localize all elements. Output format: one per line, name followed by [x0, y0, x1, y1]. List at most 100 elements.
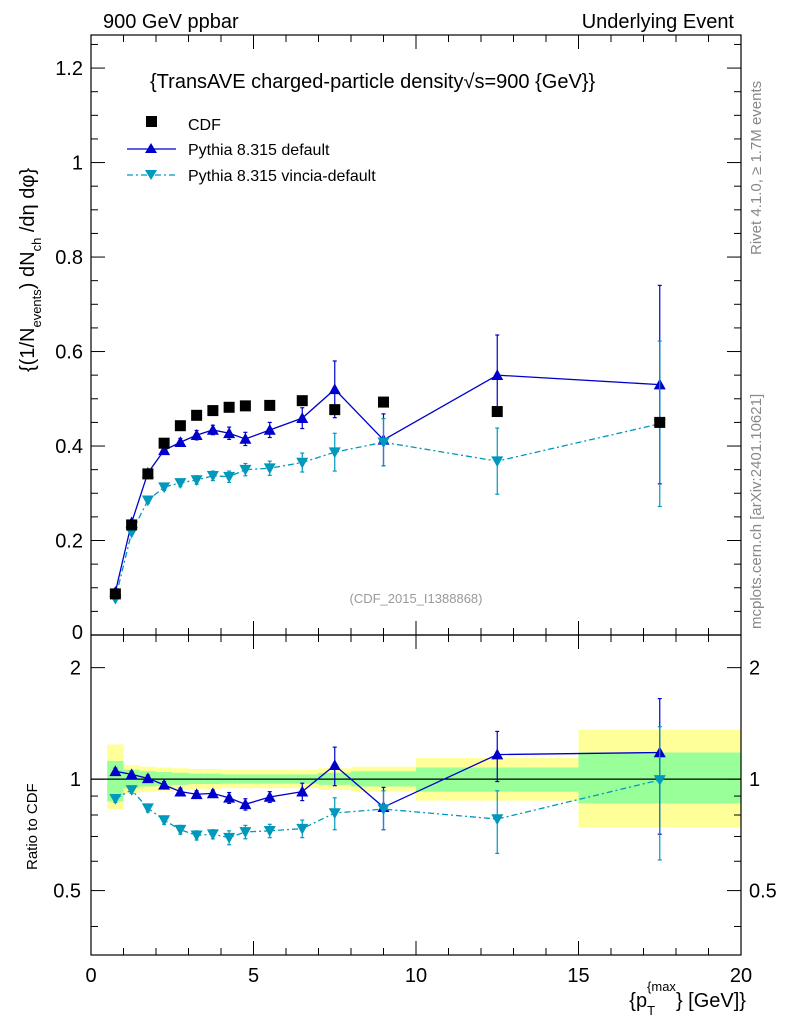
- vincia-point: [158, 482, 171, 494]
- vincia-point: [174, 478, 187, 489]
- y-label-mid: ) dN: [17, 251, 39, 289]
- cdf-point: [491, 406, 503, 418]
- cdf-point: [142, 468, 154, 480]
- y-label-sub2: ch: [29, 238, 44, 252]
- x-label-pre: {p: [629, 990, 647, 1012]
- cdf-point: [191, 409, 203, 421]
- default-point: [206, 423, 219, 435]
- vincia-point: [263, 463, 276, 475]
- vincia-point: [491, 456, 504, 468]
- legend: CDF Pythia 8.315 default Pythia 8.315 vi…: [127, 116, 376, 185]
- ratio-y-tick-label-right: 0.5: [749, 881, 777, 903]
- series-vincia-line: [114, 423, 660, 599]
- vincia-point: [239, 464, 252, 476]
- ratio-default-point: [109, 765, 122, 777]
- ratio-vincia-point: [223, 832, 236, 844]
- cdf-point: [329, 404, 341, 416]
- ratio-default-point: [491, 748, 504, 760]
- legend-marker-default: [145, 143, 157, 153]
- ratio-vincia-point: [653, 775, 666, 786]
- x-tick-label: 0: [85, 965, 96, 987]
- ratio-default-point: [174, 785, 187, 797]
- ratio-vincia-point: [263, 826, 276, 837]
- legend-label-cdf: CDF: [188, 117, 221, 134]
- ratio-vincia-point: [109, 793, 122, 805]
- cdf-point: [207, 405, 219, 417]
- ratio-vincia-point: [377, 804, 390, 816]
- default-point: [239, 432, 252, 444]
- legend-marker-vincia: [145, 170, 157, 180]
- main-plot-content: [109, 284, 666, 605]
- vincia-point: [328, 447, 341, 459]
- vincia-point: [296, 457, 309, 469]
- rivet-label: Rivet 4.1.0, ≥ 1.7M events: [748, 81, 765, 255]
- vincia-point: [223, 471, 236, 483]
- x-label-post: } [GeV]}: [676, 990, 746, 1012]
- ratio-default-point: [263, 790, 276, 802]
- legend-label-default: Pythia 8.315 default: [188, 142, 330, 159]
- ratio-vincia-point: [125, 785, 138, 796]
- cdf-point: [239, 400, 251, 412]
- ratio-vincia-point: [174, 824, 187, 836]
- ratio-y-tick-label-right: 1: [749, 769, 760, 791]
- ratio-default-point: [328, 759, 341, 771]
- y-tick-label: 1: [72, 153, 83, 175]
- cdf-point: [296, 395, 308, 407]
- ratio-vincia-point: [296, 823, 309, 835]
- ratio-vincia-point: [190, 830, 203, 842]
- ratio-y-tick-label: 2: [70, 658, 81, 680]
- ratio-y-tick-label: 1: [70, 769, 81, 791]
- y-tick-label: 0.2: [55, 531, 83, 553]
- ratio-default-point: [141, 772, 154, 784]
- ratio-vincia-point: [239, 827, 252, 838]
- ratio-vincia-point: [491, 814, 504, 826]
- y-tick-label: 0.6: [55, 342, 83, 364]
- cdf-point: [223, 401, 235, 413]
- cdf-point: [158, 437, 170, 449]
- ratio-default-point: [206, 787, 219, 799]
- x-label-sup: {max: [647, 979, 676, 994]
- vincia-point: [206, 470, 219, 482]
- analysis-watermark: (CDF_2015_I1388868): [350, 591, 483, 606]
- default-point: [174, 436, 187, 448]
- default-point: [190, 429, 203, 440]
- ratio-vincia-point: [158, 815, 171, 827]
- mcplots-label: mcplots.cern.ch [arXiv:2401.10621]: [748, 394, 765, 629]
- ratio-vincia-point: [206, 829, 219, 841]
- x-tick-label: 15: [567, 965, 589, 987]
- cdf-point: [378, 396, 389, 408]
- x-tick-label: 20: [730, 965, 752, 987]
- cdf-point: [264, 399, 276, 411]
- x-label-sub: T: [647, 1003, 655, 1018]
- ratio-plot-content: [91, 697, 741, 861]
- ratio-default-point: [223, 791, 236, 803]
- x-tick-label: 5: [248, 965, 259, 987]
- default-point: [328, 383, 341, 395]
- header-left: 900 GeV ppbar: [103, 11, 239, 33]
- ratio-y-tick-label: 0.5: [53, 881, 81, 903]
- y-tick-label: 0.8: [55, 247, 83, 269]
- ratio-default-point: [125, 768, 138, 780]
- vincia-point: [377, 437, 390, 449]
- legend-label-vincia: Pythia 8.315 vincia-default: [188, 168, 376, 185]
- ratio-default-point: [158, 778, 171, 790]
- x-axis-label: {pT {max} [GeV]}: [629, 979, 746, 1018]
- ratio-y-axis-label: Ratio to CDF: [24, 783, 41, 870]
- y-tick-label: 0.4: [55, 436, 83, 458]
- ratio-y-tick-label-right: 2: [749, 658, 760, 680]
- default-point: [491, 369, 504, 380]
- cdf-point: [109, 588, 121, 600]
- axes: 0 5 10 15 20 0.2 0.4 0.6 0.8 1 1.2 0 0.5 0.5 1 1 2 2: [53, 34, 777, 987]
- y-label-end: /dη dφ}: [17, 168, 39, 238]
- default-point: [296, 412, 309, 423]
- ratio-default-point: [190, 788, 203, 800]
- y-label-main: {(1/N: [17, 328, 39, 372]
- cdf-point: [126, 519, 138, 531]
- ratio-vincia-point: [328, 808, 341, 820]
- cdf-point: [174, 420, 186, 432]
- default-point: [263, 423, 276, 435]
- band-green: [107, 760, 124, 802]
- chart-title-sqrt: √s=900 {GeV}}: [464, 71, 596, 93]
- legend-marker-cdf: [146, 116, 157, 127]
